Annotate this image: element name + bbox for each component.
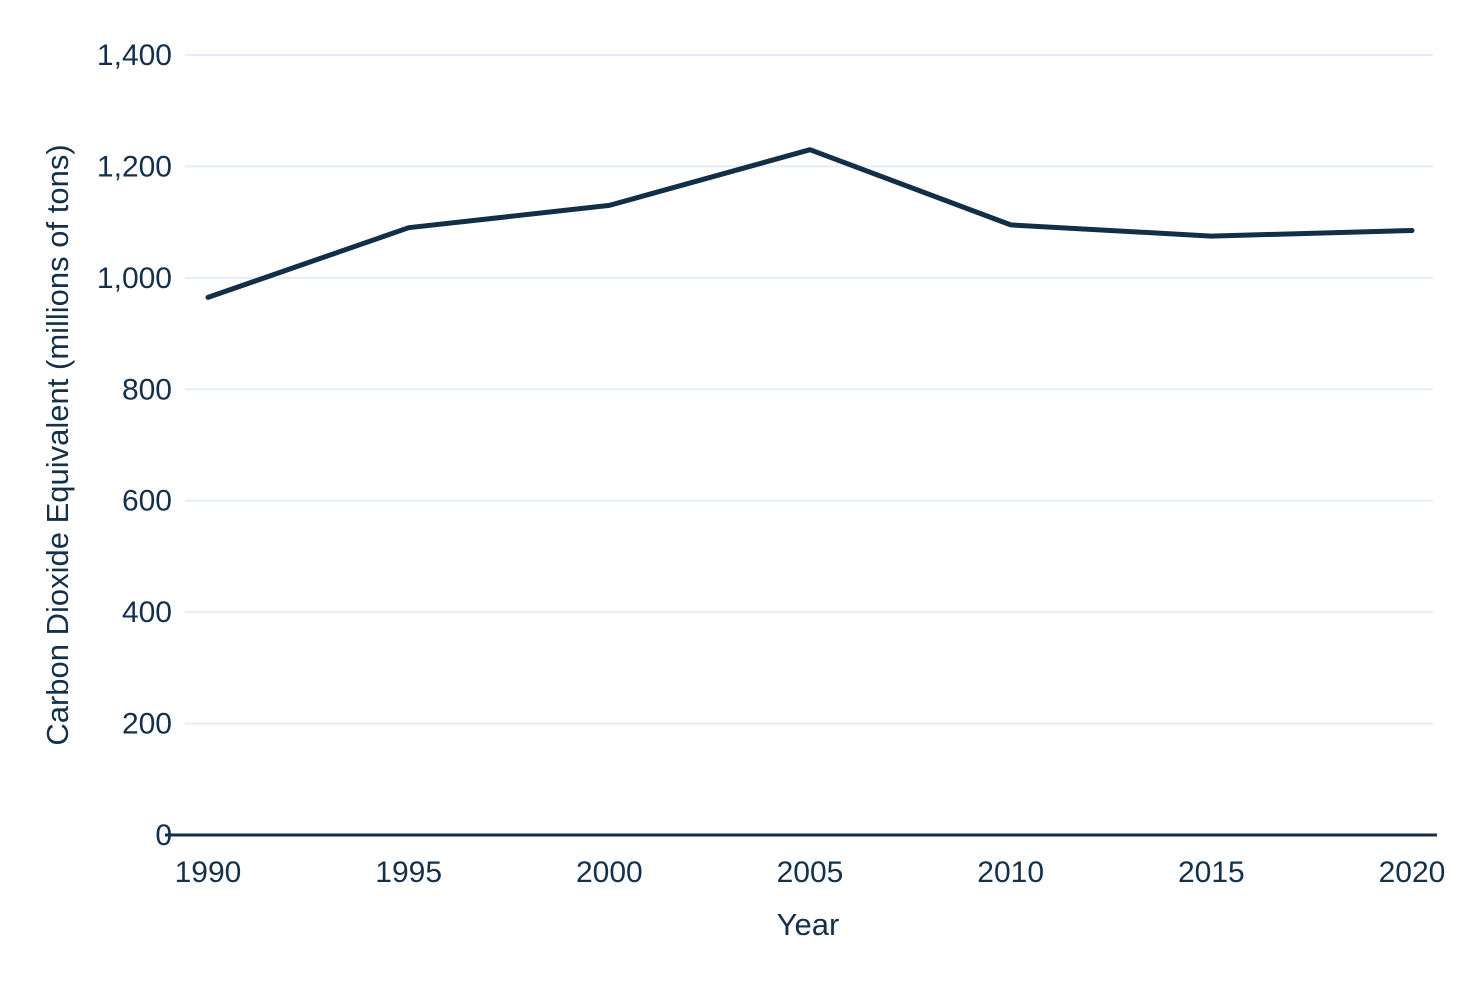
y-tick-label: 1,000	[97, 262, 172, 295]
gridlines	[185, 54, 1433, 725]
co2-data-line	[205, 147, 1415, 300]
y-axis-tick-labels: 0 200 400 600 800 1,000 1,200 1,400	[97, 39, 172, 852]
x-tick-label: 1995	[375, 856, 442, 889]
y-tick-label: 400	[122, 596, 172, 629]
x-tick-label: 1990	[175, 856, 242, 889]
y-tick-label: 800	[122, 373, 172, 406]
y-tick-label: 1,200	[97, 150, 172, 183]
y-axis-title: Carbon Dioxide Equivalent (millions of t…	[40, 144, 75, 745]
x-axis-title: Year	[777, 907, 840, 942]
x-tick-label: 2005	[777, 856, 844, 889]
x-tick-label: 2010	[977, 856, 1044, 889]
x-tick-label: 2015	[1178, 856, 1245, 889]
y-tick-label: 600	[122, 485, 172, 518]
y-tick-label: 0	[155, 819, 172, 852]
y-tick-label: 200	[122, 708, 172, 741]
x-tick-label: 2020	[1379, 856, 1446, 889]
x-axis-tick-labels: 1990 1995 2000 2005 2010 2015 2020	[175, 856, 1446, 889]
x-tick-label: 2000	[576, 856, 643, 889]
y-tick-label: 1,400	[97, 39, 172, 72]
